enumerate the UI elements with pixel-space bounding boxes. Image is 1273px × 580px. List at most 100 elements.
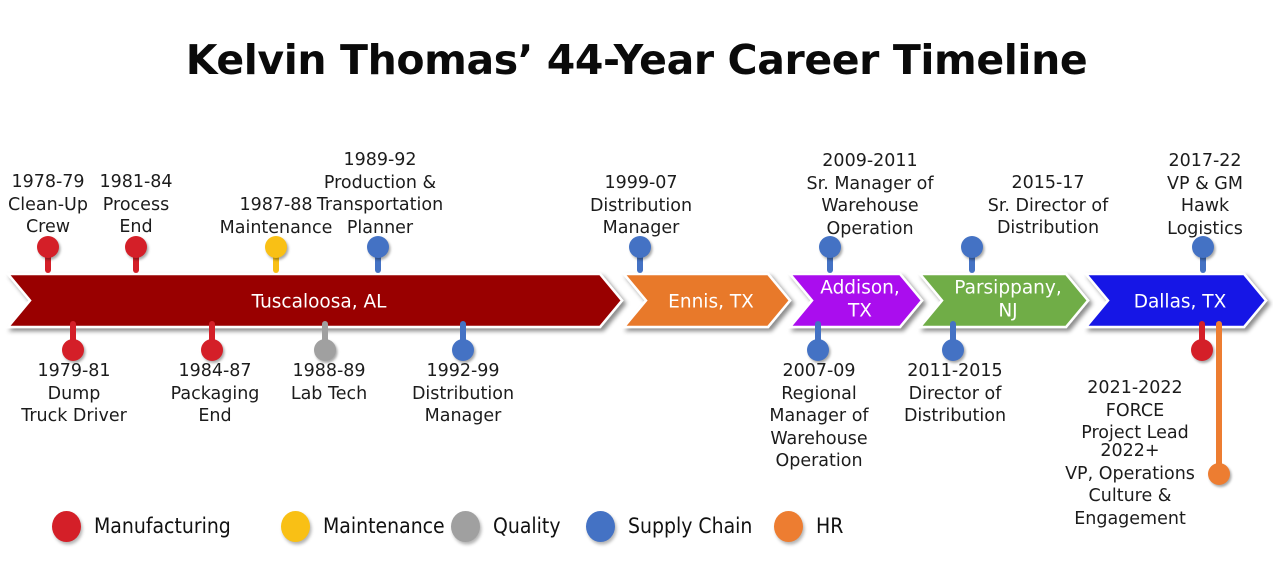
event-pin-supply-chain[interactable] [452,321,474,361]
event-pin-supply-chain[interactable] [961,236,983,282]
pin-head [1208,463,1230,485]
legend-label: HR [816,514,844,538]
event-role: Sr. Manager of Warehouse Operation [806,173,934,239]
event-pin-manufacturing[interactable] [125,236,147,282]
event-role: Clean-Up Crew [8,194,88,238]
pin-head [62,339,84,361]
legend-item-hr[interactable]: HR [774,505,843,547]
event-years: 1999-07 [604,173,678,193]
event-pin-manufacturing[interactable] [201,321,223,361]
page-title: Kelvin Thomas’ 44-Year Career Timeline [185,36,1088,84]
band-label: Ennis, TX [668,292,754,313]
pin-head [452,339,474,361]
legend-label: Quality [493,514,561,538]
pin-head [1191,339,1213,361]
event-years: 2021-2022 [1087,378,1183,398]
pin-stem [133,247,139,273]
legend-color-dot [586,510,615,542]
event-label: 2007-09 Regional Manager of Warehouse Ope… [748,360,890,473]
event-years: 1981-84 [99,172,173,192]
event-years: 1992-99 [426,361,500,381]
event-years: 1978-79 [11,172,85,192]
pin-stem [45,247,51,273]
pin-head [37,236,59,258]
event-pin-quality[interactable] [314,321,336,361]
pin-stem [1200,247,1206,273]
legend: Manufacturing Maintenance Quality Supply Ch… [0,505,1273,547]
legend-color-dot [281,510,310,542]
band-segment[interactable] [5,272,624,329]
event-pin-manufacturing[interactable] [37,236,59,282]
event-years: 1987-88 [239,195,313,215]
event-role: FORCE Project Lead [1081,400,1189,444]
event-years: 1984-87 [178,361,252,381]
band-segment[interactable] [917,272,1090,329]
event-years: 2011-2015 [907,361,1003,381]
pin-stem [322,321,328,350]
event-pin-supply-chain[interactable] [942,321,964,361]
legend-label: Supply Chain [628,514,753,538]
pin-head [314,339,336,361]
event-pin-manufacturing[interactable] [1191,321,1213,361]
event-label: 1992-99 Distribution Manager [392,360,534,428]
event-years: 2015-17 [1011,173,1085,193]
pin-head [819,236,841,258]
event-role: Regional Manager of Warehouse Operation [769,383,869,472]
event-role: VP, Operations Culture & Engagement [1065,463,1195,529]
event-pin-supply-chain[interactable] [367,236,389,282]
pin-stem [460,321,466,350]
event-label: 2017-22 VP & GM Hawk Logistics [1140,150,1270,240]
event-years: 1989-92 [343,150,417,170]
event-role: Distribution Manager [589,195,693,239]
event-label: 1989-92 Production & Transportation Plann… [306,149,454,239]
event-pin-supply-chain[interactable] [629,236,651,282]
event-role: Sr. Director of Distribution [987,195,1109,239]
event-role: Director of Distribution [903,383,1007,427]
event-years: 1988-89 [292,361,366,381]
pin-head [942,339,964,361]
pin-head [367,236,389,258]
legend-item-maintenance[interactable]: Maintenance [281,505,445,547]
pin-stem [273,247,279,273]
event-pin-supply-chain[interactable] [1192,236,1214,282]
band-label: Dallas, TX [1134,292,1227,313]
event-label: 1981-84 Process End [88,171,184,239]
band-segment[interactable] [1083,272,1268,329]
pin-head [1192,236,1214,258]
band-segment[interactable] [787,272,924,329]
legend-color-dot [52,510,81,542]
event-pin-maintenance[interactable] [265,236,287,282]
band-label: Parsippany, NJ [954,278,1061,322]
legend-item-manufacturing[interactable]: Manufacturing [52,505,231,547]
pin-stem [815,321,821,350]
band-segment[interactable] [621,272,792,329]
event-pin-supply-chain[interactable] [819,236,841,282]
pin-head [265,236,287,258]
legend-item-supply-chain[interactable]: Supply Chain [586,505,752,547]
legend-item-quality[interactable]: Quality [451,505,561,547]
legend-color-dot [774,510,803,542]
pin-stem [375,247,381,273]
event-pin-manufacturing[interactable] [62,321,84,361]
event-role: VP & GM Hawk Logistics [1167,173,1243,239]
event-label: 1978-79 Clean-Up Crew [0,171,96,239]
event-role: Packaging End [170,383,260,427]
event-label: 2022+ VP, Operations Culture & Engagement [1040,440,1220,530]
band-label: Tuscaloosa, AL [251,292,388,313]
pin-stem [637,247,643,273]
event-label: 2009-2011 Sr. Manager of Warehouse Operat… [784,150,956,240]
legend-label: Maintenance [323,514,445,538]
event-pin-hr[interactable] [1208,321,1230,485]
event-role: Dump Truck Driver [21,383,127,427]
event-role: Production & Transportation Planner [316,172,444,238]
legend-color-dot [451,510,480,542]
event-pin-supply-chain[interactable] [807,321,829,361]
event-role: Distribution Manager [411,383,515,427]
pin-stem [1199,321,1205,350]
pin-stem [70,321,76,350]
event-label: 2011-2015 Director of Distribution [884,360,1026,428]
legend-label: Manufacturing [94,514,231,538]
event-label: 1999-07 Distribution Manager [570,172,712,240]
